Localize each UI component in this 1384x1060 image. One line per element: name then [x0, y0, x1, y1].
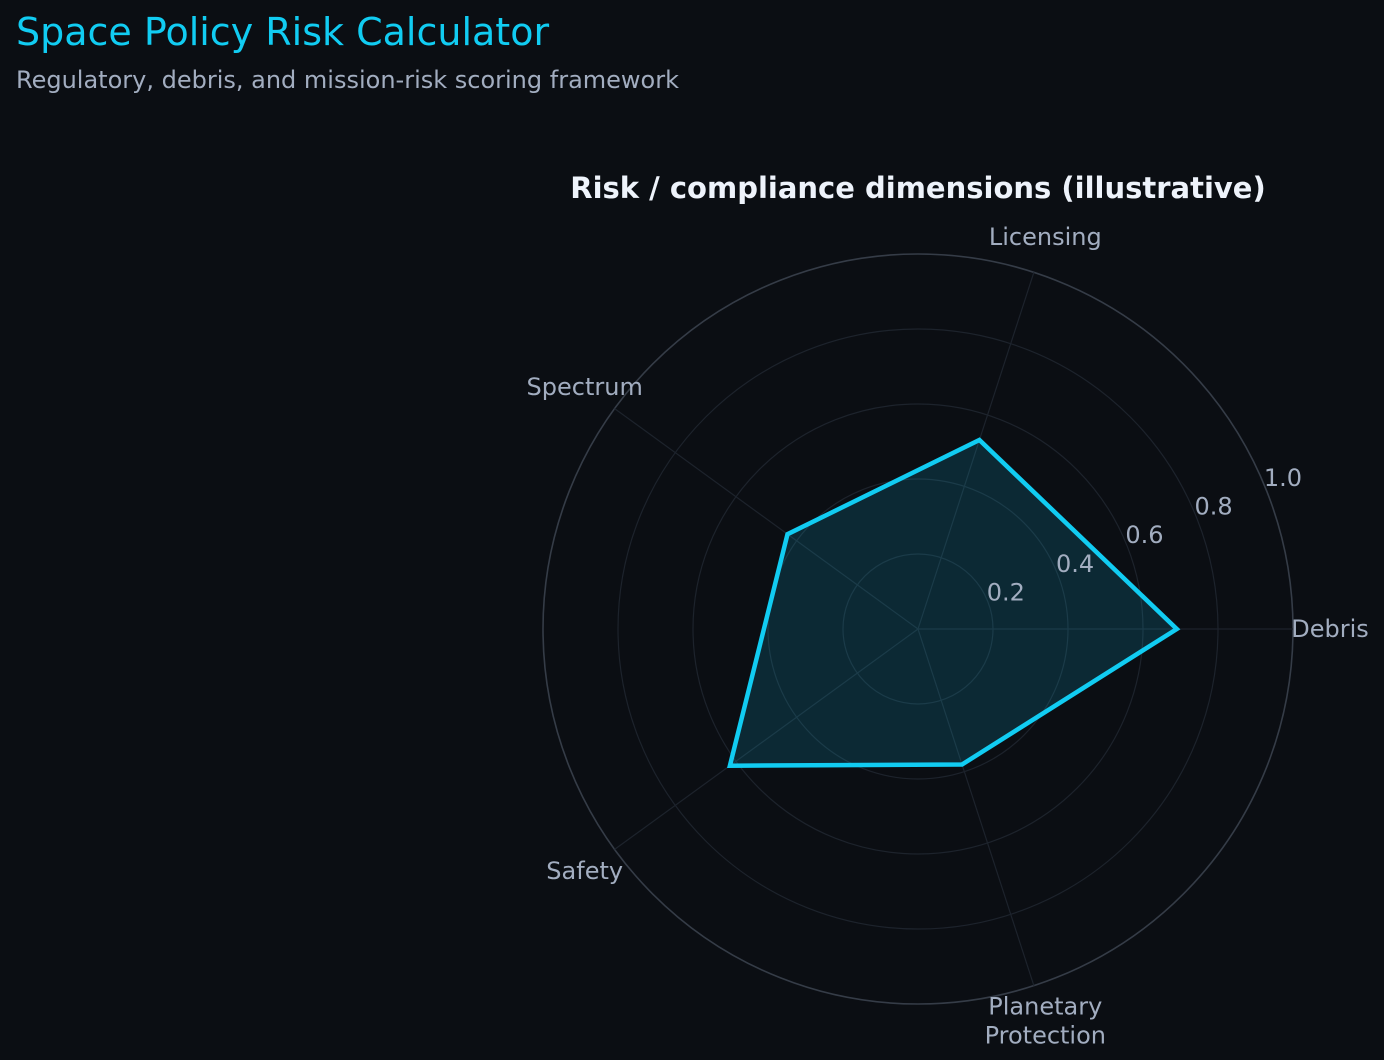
- grid-spoke: [917, 272, 1035, 630]
- axis-label: Safety: [546, 857, 623, 885]
- chart-title: Risk / compliance dimensions (illustrati…: [570, 171, 1265, 205]
- radial-tick-labels: 0.2 0.4 0.6 0.8 1.0: [987, 464, 1302, 607]
- axis-label: Debris: [1291, 615, 1369, 643]
- grid-spoke: [917, 628, 1035, 986]
- axis-label: Licensing: [989, 223, 1102, 251]
- radial-tick-label: 1.0: [1264, 464, 1302, 492]
- series: [727, 437, 1181, 768]
- app-subtitle: Regulatory, debris, and mission-risk sco…: [16, 66, 679, 94]
- app-title: Space Policy Risk Calculator: [16, 10, 550, 54]
- grid-spoke: [614, 628, 919, 850]
- radial-tick-label: 0.4: [1056, 550, 1094, 578]
- series-fill: [729, 440, 1177, 766]
- radial-tick-label: 0.2: [987, 579, 1025, 607]
- axis-label: Spectrum: [527, 373, 643, 401]
- radial-tick-label: 0.8: [1195, 493, 1233, 521]
- axis-label: Planetary: [988, 992, 1102, 1020]
- radial-tick-label: 0.6: [1125, 521, 1163, 549]
- grid-spoke: [614, 408, 919, 630]
- grid-spokes: [614, 272, 1293, 986]
- axis-label: Protection: [985, 1021, 1106, 1049]
- axis-labels: Debris Licensing Spectrum Safety PlanetaryPr…: [527, 223, 1369, 1049]
- series-line: [727, 437, 1181, 768]
